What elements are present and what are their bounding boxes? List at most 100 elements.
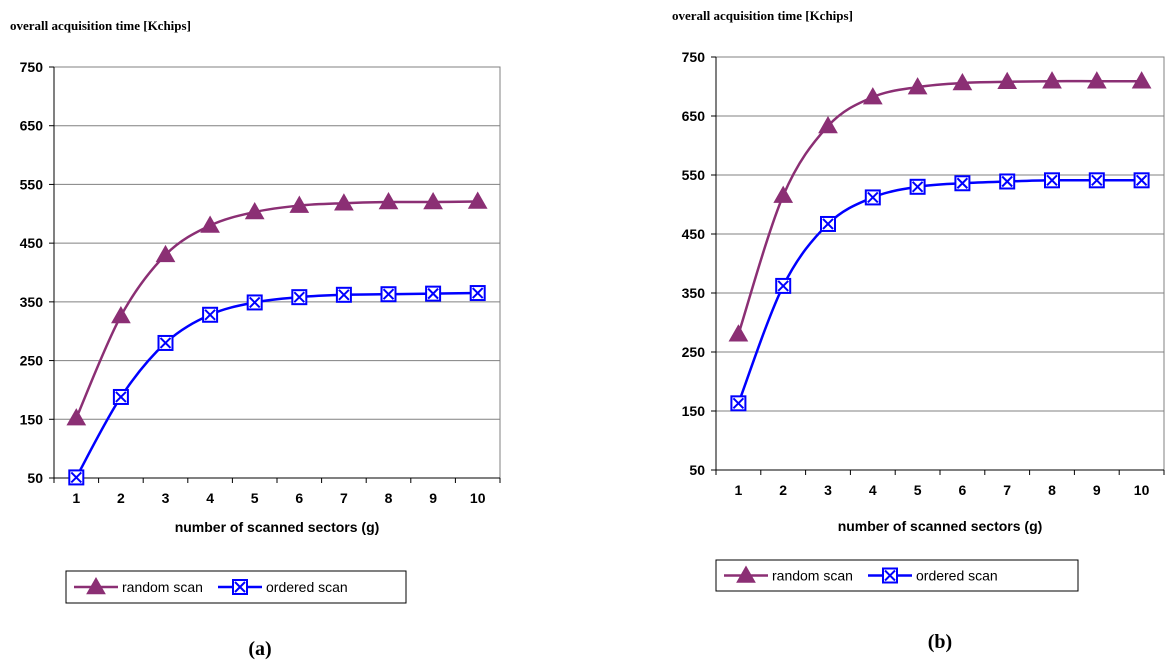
- plot-area: [53, 66, 501, 479]
- x-tick-label: 6: [295, 490, 303, 506]
- x-tick-label: 7: [1003, 482, 1011, 498]
- data-point-boxed-x: [112, 388, 129, 405]
- y-tick-label: 650: [682, 108, 706, 124]
- x-tick-label: 10: [470, 490, 486, 506]
- data-point-boxed-x: [291, 289, 308, 306]
- y-tick-label: 550: [20, 176, 44, 192]
- data-point-boxed-x: [820, 215, 836, 232]
- y-tick-label: 150: [20, 411, 44, 427]
- y-tick-label: 250: [20, 353, 44, 369]
- y-tick-label: 350: [682, 285, 706, 301]
- legend-marker-triangle: [86, 576, 106, 595]
- figure-caption: (a): [248, 638, 271, 660]
- data-point-boxed-x: [425, 285, 442, 302]
- legend-label: random scan: [122, 579, 203, 595]
- series-ordered-scan: [730, 172, 1150, 412]
- data-point-boxed-x: [1088, 172, 1105, 189]
- data-point-triangle: [66, 408, 87, 426]
- data-point-boxed-x: [775, 277, 792, 294]
- y-axis-title: overall acquisition time [Kchips]: [672, 8, 853, 23]
- data-point-triangle: [1086, 71, 1107, 89]
- data-point-triangle: [467, 191, 488, 209]
- data-point-triangle: [200, 215, 220, 233]
- plot-area: [715, 56, 1165, 471]
- data-point-boxed-x: [954, 175, 971, 192]
- data-point-boxed-x: [335, 286, 352, 303]
- y-tick-label: 50: [689, 462, 705, 478]
- series-random-scan: [728, 71, 1152, 342]
- x-tick-label: 3: [824, 482, 832, 498]
- data-point-triangle: [907, 77, 928, 95]
- data-point-triangle: [423, 192, 443, 210]
- x-tick-label: 5: [914, 482, 922, 498]
- data-point-boxed-x: [1133, 172, 1150, 189]
- legend-marker-boxed-x: [232, 579, 248, 595]
- data-point-boxed-x: [864, 189, 881, 206]
- data-point-triangle: [728, 324, 749, 342]
- x-tick-label: 5: [251, 490, 259, 506]
- legend: random scan ordered scan: [715, 559, 1079, 592]
- data-point-triangle: [952, 72, 973, 91]
- x-tick-label: 8: [385, 490, 393, 506]
- y-tick-label: 150: [682, 403, 706, 419]
- x-tick-label: 4: [206, 490, 214, 506]
- data-point-boxed-x: [1044, 172, 1060, 189]
- data-point-boxed-x: [157, 334, 174, 351]
- data-point-triangle: [244, 202, 265, 220]
- y-tick-label: 450: [20, 235, 44, 251]
- data-point-triangle: [1042, 71, 1062, 89]
- legend-label: ordered scan: [266, 579, 348, 595]
- series-line: [75, 291, 478, 479]
- x-tick-label: 9: [1093, 482, 1101, 498]
- x-tick-label: 8: [1048, 482, 1056, 498]
- y-tick-label: 50: [27, 470, 43, 486]
- x-tick-label: 10: [1134, 482, 1150, 498]
- data-point-triangle: [1131, 71, 1152, 89]
- series-line: [737, 79, 1142, 335]
- data-point-boxed-x: [380, 286, 397, 303]
- y-tick-label: 650: [20, 118, 44, 134]
- x-tick-label: 6: [959, 482, 967, 498]
- x-tick-label: 1: [72, 490, 80, 506]
- y-axis-title: overall acquisition time [Kchips]: [10, 18, 191, 33]
- data-point-boxed-x: [999, 173, 1016, 190]
- x-axis-title: number of scanned sectors (g): [838, 518, 1043, 534]
- series-ordered-scan: [68, 285, 486, 486]
- legend: random scan ordered scan: [65, 570, 407, 604]
- x-tick-label: 2: [117, 490, 125, 506]
- y-tick-label: 550: [682, 167, 706, 183]
- data-point-triangle: [155, 244, 176, 263]
- chart-b: overall acquisition time [Kchips]7506505…: [672, 8, 1165, 653]
- data-point-boxed-x: [730, 395, 747, 412]
- x-tick-label: 1: [735, 482, 743, 498]
- figure-caption: (b): [928, 631, 952, 653]
- series-line: [737, 178, 1142, 404]
- data-point-triangle: [111, 305, 131, 324]
- data-point-triangle: [773, 185, 794, 203]
- y-tick-label: 750: [682, 49, 706, 65]
- data-point-triangle: [289, 195, 310, 213]
- data-point-boxed-x: [68, 469, 85, 486]
- x-tick-label: 2: [779, 482, 787, 498]
- x-tick-label: 9: [429, 490, 437, 506]
- legend-label: ordered scan: [916, 568, 998, 584]
- y-tick-label: 350: [20, 294, 44, 310]
- series-random-scan: [66, 191, 488, 426]
- y-tick-label: 250: [682, 344, 706, 360]
- data-point-triangle: [378, 192, 399, 210]
- y-tick-label: 750: [20, 59, 44, 75]
- data-point-boxed-x: [246, 294, 263, 311]
- data-point-boxed-x: [202, 306, 219, 323]
- legend-marker-boxed-x: [882, 567, 898, 584]
- data-point-boxed-x: [909, 178, 926, 195]
- y-tick-label: 450: [682, 226, 706, 242]
- x-tick-label: 4: [869, 482, 877, 498]
- data-point-boxed-x: [469, 285, 486, 302]
- data-point-triangle: [997, 71, 1018, 90]
- series-line: [75, 200, 478, 419]
- legend-label: random scan: [772, 568, 853, 584]
- x-axis-title: number of scanned sectors (g): [175, 519, 380, 535]
- data-point-triangle: [862, 87, 883, 105]
- x-tick-label: 7: [340, 490, 348, 506]
